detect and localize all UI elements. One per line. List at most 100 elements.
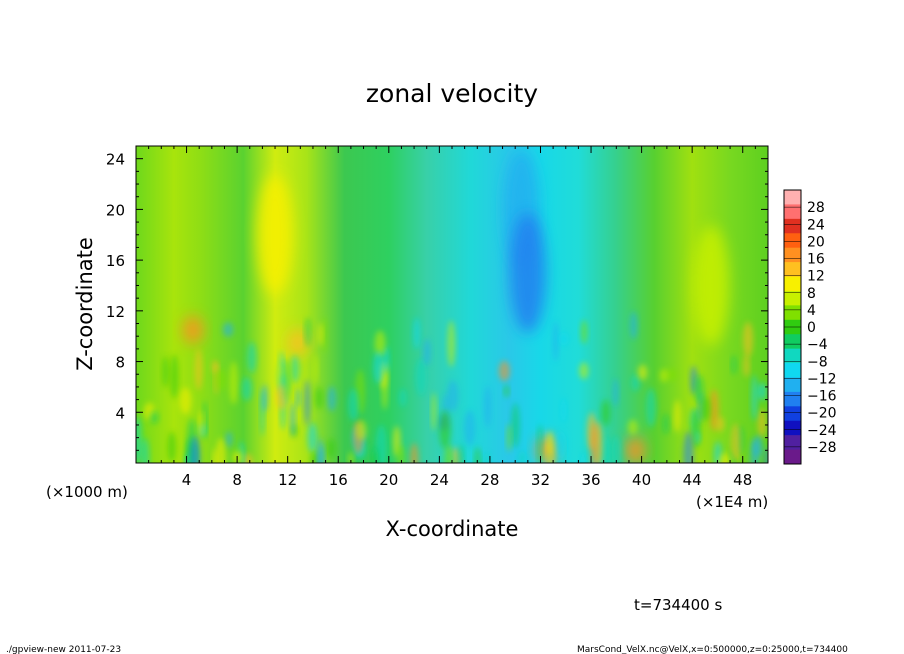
texture-cell: [751, 374, 758, 421]
texture-cell: [580, 451, 586, 463]
texture-cell: [537, 424, 543, 463]
colorbar-swatch: [784, 233, 801, 249]
field-feature: [625, 436, 646, 463]
texture-cell: [170, 354, 179, 399]
texture-cell: [372, 446, 379, 463]
colorbar-label: −16: [807, 389, 837, 405]
y-tick-label: 8: [115, 354, 125, 372]
texture-cell: [399, 388, 407, 407]
texture-cell: [150, 411, 159, 424]
x-axis-label: X-coordinate: [386, 517, 519, 541]
texture-cell: [195, 348, 203, 391]
y-tick-label: 24: [106, 151, 125, 169]
texture-cell: [752, 435, 763, 458]
y-axis-label: Z-coordinate: [73, 237, 97, 371]
texture-cell: [743, 321, 753, 358]
texture-cell: [290, 355, 300, 383]
texture-cell: [198, 410, 204, 437]
texture-cell: [313, 354, 319, 385]
texture-cell: [423, 338, 431, 366]
colorbar-swatch: [784, 406, 801, 422]
x-tick-label: 8: [232, 471, 242, 489]
field-feature: [509, 212, 546, 333]
texture-cell: [241, 376, 253, 401]
texture-cell: [275, 350, 281, 389]
field-background: [136, 146, 768, 463]
texture-cell: [673, 400, 681, 433]
texture-cell: [162, 356, 169, 388]
colorbar-label: 12: [807, 269, 825, 285]
colorbar-swatch: [784, 363, 801, 378]
texture-cell: [275, 383, 288, 410]
colorbar-swatch: [784, 305, 801, 321]
colorbar-label: −4: [807, 337, 828, 353]
colorbar-swatch: [784, 420, 801, 436]
texture-cell: [290, 402, 296, 437]
x-tick-label: 28: [480, 471, 499, 489]
colorbar-label: 8: [807, 286, 816, 302]
y-tick-label: 4: [115, 404, 125, 422]
texture-cell: [228, 361, 239, 405]
texture-cell: [693, 374, 704, 404]
footer-right: MarsCond_VelX.nc@VelX,x=0:500000,z=0:250…: [577, 645, 848, 654]
texture-cell: [612, 378, 619, 407]
colorbar-label: −20: [807, 406, 837, 422]
colorbar-swatch: [784, 276, 801, 292]
texture-cell: [317, 438, 324, 463]
colorbar-label: 16: [807, 252, 825, 268]
x-tick-label: 48: [733, 471, 752, 489]
texture-cell: [560, 397, 567, 424]
texture-cell: [327, 386, 337, 412]
texture-cell: [304, 379, 311, 426]
texture-cell: [375, 424, 387, 463]
texture-cell: [322, 316, 328, 354]
colorbar-label: 24: [807, 217, 825, 233]
texture-cell: [315, 387, 324, 410]
texture-cell: [447, 320, 456, 368]
y-ticks: 4 8 12 16 20 24: [106, 151, 768, 451]
colorbar-swatch: [784, 190, 801, 205]
texture-cell: [601, 399, 611, 426]
texture-cell: [713, 441, 722, 463]
texture-cell: [662, 413, 669, 435]
colorbar-swatch: [784, 435, 801, 451]
texture-cell: [136, 417, 143, 463]
texture-cell: [305, 317, 311, 347]
texture-cell: [731, 355, 737, 375]
texture-cell: [518, 450, 527, 463]
texture-cell: [511, 403, 520, 448]
footer-left: ./gpview-new 2011-07-23: [6, 645, 121, 654]
texture-cell: [498, 360, 510, 382]
colorbar-swatch: [784, 334, 801, 350]
x-tick-label: 24: [430, 471, 449, 489]
x-ticks: 4 8 12 16 20 24 28 32 36 40 44 48: [148, 146, 756, 489]
texture-cell: [318, 322, 323, 347]
texture-cell: [627, 419, 638, 435]
field-feature: [182, 315, 203, 344]
texture-cell: [611, 435, 622, 463]
texture-cell: [225, 431, 233, 448]
texture-cell: [580, 319, 588, 345]
colorbar-label: 4: [807, 303, 816, 319]
colorbar-swatch: [784, 290, 801, 306]
texture-cell: [396, 444, 406, 463]
x-tick-label: 4: [182, 471, 192, 489]
texture-cell: [600, 436, 611, 463]
field-feature: [257, 174, 294, 295]
colorbar-swatch: [784, 204, 801, 220]
texture-cell: [718, 453, 731, 463]
texture-cell: [374, 330, 386, 358]
texture-cell: [284, 358, 292, 402]
texture-cell: [348, 451, 354, 463]
texture-cell: [757, 382, 767, 401]
texture-cell: [590, 421, 599, 463]
texture-cell: [552, 320, 559, 362]
texture-cell: [545, 431, 555, 463]
texture-cell: [190, 435, 201, 463]
x-tick-label: 16: [329, 471, 348, 489]
field-structures: [136, 149, 768, 463]
texture-cell: [700, 396, 711, 422]
texture-cell: [141, 438, 150, 463]
